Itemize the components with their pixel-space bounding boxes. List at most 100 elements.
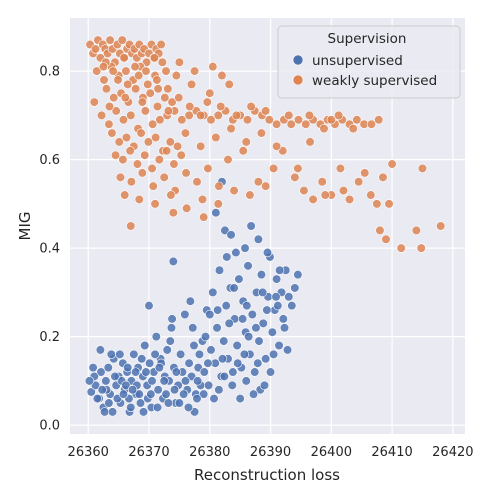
point-weakly-supervised — [161, 66, 171, 76]
point-weakly-supervised — [308, 194, 318, 205]
point-weakly-supervised — [284, 110, 294, 120]
point-weakly-supervised — [299, 185, 309, 196]
point-weakly-supervised — [174, 93, 184, 103]
point-weakly-supervised — [231, 110, 242, 120]
point-weakly-supervised — [348, 124, 358, 134]
point-weakly-supervised — [205, 88, 215, 98]
point-unsupervised — [235, 393, 245, 404]
point-weakly-supervised — [366, 190, 376, 200]
legend-title: Supervision — [328, 31, 407, 47]
point-weakly-supervised — [272, 141, 282, 151]
point-weakly-supervised — [114, 137, 124, 147]
x-tick-label: 26420 — [432, 445, 473, 460]
legend-label-weakly-supervised: weakly supervised — [312, 73, 437, 89]
point-unsupervised — [234, 274, 244, 284]
point-weakly-supervised — [118, 155, 128, 165]
point-unsupervised — [226, 230, 236, 240]
point-weakly-supervised — [301, 119, 311, 129]
point-unsupervised — [165, 336, 175, 346]
point-unsupervised — [247, 309, 257, 320]
point-unsupervised — [287, 301, 297, 311]
point-unsupervised — [137, 354, 147, 364]
point-unsupervised — [150, 349, 160, 359]
point-unsupervised — [224, 318, 234, 328]
point-unsupervised — [199, 389, 209, 399]
point-weakly-supervised — [118, 115, 129, 125]
point-unsupervised — [250, 367, 260, 377]
point-weakly-supervised — [130, 62, 140, 72]
point-unsupervised — [243, 261, 253, 271]
point-weakly-supervised — [92, 66, 102, 76]
point-unsupervised — [138, 407, 149, 417]
x-tick-label: 26390 — [250, 445, 291, 460]
legend-marker-weakly-supervised — [292, 74, 304, 86]
point-unsupervised — [267, 327, 277, 337]
point-unsupervised — [84, 376, 95, 386]
point-weakly-supervised — [384, 199, 394, 209]
point-weakly-supervised — [246, 101, 256, 112]
y-axis-label: MIG — [16, 212, 34, 241]
point-weakly-supervised — [145, 88, 155, 98]
point-weakly-supervised — [375, 225, 385, 236]
point-unsupervised — [97, 385, 107, 395]
point-weakly-supervised — [226, 124, 236, 134]
point-weakly-supervised — [121, 132, 132, 143]
point-unsupervised — [144, 301, 154, 311]
point-unsupervised — [254, 336, 264, 346]
point-unsupervised — [180, 309, 190, 320]
point-unsupervised — [188, 323, 198, 333]
point-unsupervised — [222, 252, 232, 262]
point-unsupervised — [179, 389, 189, 399]
point-unsupervised — [169, 385, 180, 395]
point-unsupervised — [209, 393, 219, 404]
point-weakly-supervised — [153, 84, 163, 94]
point-unsupervised — [176, 349, 186, 359]
point-unsupervised — [183, 402, 194, 413]
point-unsupervised — [189, 340, 199, 351]
point-unsupervised — [251, 323, 261, 333]
point-unsupervised — [199, 367, 209, 377]
point-weakly-supervised — [223, 155, 233, 165]
point-unsupervised — [239, 349, 250, 359]
point-weakly-supervised — [305, 137, 315, 147]
point-unsupervised — [147, 376, 157, 386]
point-weakly-supervised — [156, 39, 166, 50]
point-weakly-supervised — [176, 150, 186, 160]
point-weakly-supervised — [224, 79, 234, 89]
point-weakly-supervised — [154, 155, 164, 165]
point-weakly-supervised — [119, 53, 129, 63]
point-weakly-supervised — [192, 177, 202, 187]
point-weakly-supervised — [143, 79, 153, 89]
point-weakly-supervised — [396, 243, 406, 253]
point-weakly-supervised — [96, 110, 107, 120]
point-unsupervised — [134, 389, 144, 399]
point-unsupervised — [256, 270, 267, 280]
point-unsupervised — [214, 265, 225, 275]
point-unsupervised — [293, 270, 303, 280]
point-unsupervised — [244, 332, 254, 342]
point-weakly-supervised — [105, 35, 115, 45]
point-weakly-supervised — [417, 163, 428, 174]
point-unsupervised — [194, 349, 205, 359]
point-weakly-supervised — [149, 53, 160, 63]
point-weakly-supervised — [171, 70, 181, 81]
point-weakly-supervised — [245, 190, 255, 200]
point-unsupervised — [272, 274, 282, 284]
point-weakly-supervised — [436, 221, 446, 231]
point-unsupervised — [246, 221, 256, 231]
point-weakly-supervised — [163, 84, 173, 94]
point-unsupervised — [227, 380, 237, 390]
point-unsupervised — [110, 371, 120, 382]
y-tick-label: 0.6 — [39, 153, 60, 168]
point-unsupervised — [180, 376, 191, 386]
point-weakly-supervised — [182, 203, 192, 213]
point-weakly-supervised — [159, 172, 169, 182]
point-weakly-supervised — [185, 101, 195, 112]
point-weakly-supervised — [131, 84, 141, 94]
point-unsupervised — [171, 367, 181, 377]
x-tick-label: 26410 — [371, 445, 412, 460]
point-unsupervised — [232, 340, 242, 351]
point-unsupervised — [92, 393, 102, 404]
point-weakly-supervised — [214, 181, 224, 191]
